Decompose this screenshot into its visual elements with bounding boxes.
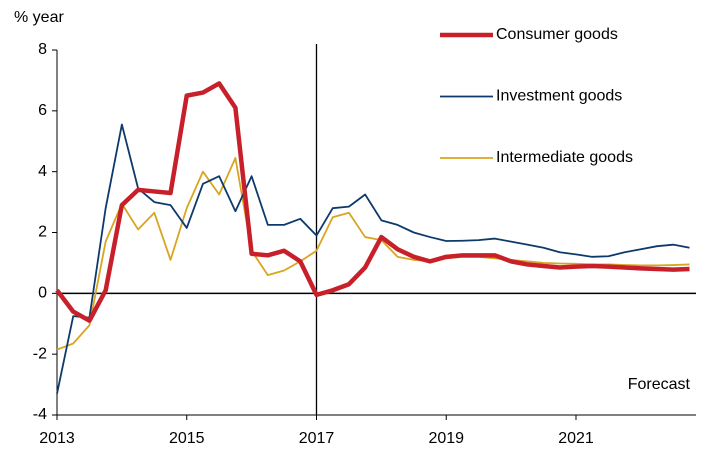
y-axis-label: % year [14,9,64,26]
y-tick-label: 6 [38,102,47,119]
y-tick-label: -2 [33,345,47,362]
x-tick-label: 2019 [428,430,464,447]
series-line [56,123,690,394]
y-tick-label: -4 [33,406,47,423]
y-tick-label: 4 [38,163,47,180]
x-tick-label: 2015 [169,430,205,447]
x-tick-label: 2017 [299,430,335,447]
y-tick-label: 2 [38,224,47,241]
annotation: Forecast [628,376,691,393]
series-line [55,81,690,323]
legend-label: Investment goods [496,88,622,105]
legend-label: Intermediate goods [496,149,633,166]
x-tick-label: 2021 [558,430,594,447]
y-tick-label: 8 [38,41,47,58]
legend-label: Consumer goods [496,26,618,43]
x-tick-label: 2013 [39,430,75,447]
y-tick-label: 0 [38,285,47,302]
